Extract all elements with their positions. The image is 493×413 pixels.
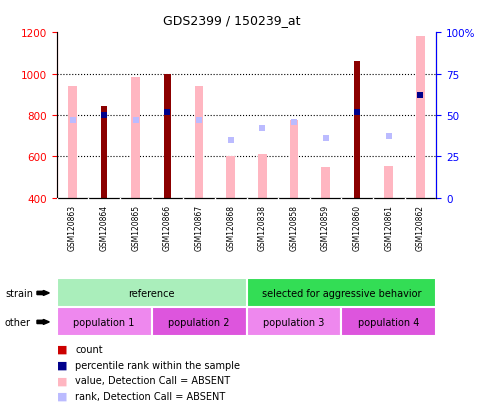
Text: value, Detection Call = ABSENT: value, Detection Call = ABSENT — [75, 375, 231, 385]
Text: reference: reference — [128, 288, 175, 298]
Bar — [68, 87, 77, 198]
Text: population 4: population 4 — [358, 317, 420, 327]
Bar — [354, 62, 360, 198]
Text: population 1: population 1 — [73, 317, 135, 327]
Text: GSM120838: GSM120838 — [258, 205, 267, 251]
Bar — [246, 308, 341, 337]
Text: population 3: population 3 — [263, 317, 324, 327]
Text: GSM120864: GSM120864 — [100, 205, 108, 251]
Text: strain: strain — [5, 288, 33, 298]
Text: GSM120866: GSM120866 — [163, 205, 172, 251]
Text: GSM120867: GSM120867 — [195, 205, 204, 251]
Bar — [258, 155, 267, 198]
Bar — [226, 157, 235, 198]
Text: other: other — [5, 317, 31, 327]
Bar — [385, 166, 393, 198]
Text: ■: ■ — [57, 360, 67, 370]
Text: population 2: population 2 — [168, 317, 230, 327]
Text: GSM120868: GSM120868 — [226, 205, 235, 251]
Bar — [131, 78, 140, 198]
Text: GSM120859: GSM120859 — [321, 205, 330, 251]
Text: GDS2399 / 150239_at: GDS2399 / 150239_at — [163, 14, 300, 27]
Bar — [57, 279, 246, 308]
Bar — [416, 37, 425, 198]
Bar — [57, 308, 152, 337]
Text: GSM120862: GSM120862 — [416, 205, 425, 251]
Text: GSM120860: GSM120860 — [352, 205, 362, 251]
Text: rank, Detection Call = ABSENT: rank, Detection Call = ABSENT — [75, 391, 226, 401]
Bar — [246, 279, 436, 308]
Bar — [101, 106, 107, 198]
Text: GSM120863: GSM120863 — [68, 205, 77, 251]
Bar — [289, 121, 298, 198]
Text: ■: ■ — [57, 344, 67, 354]
Bar — [341, 308, 436, 337]
Text: selected for aggressive behavior: selected for aggressive behavior — [262, 288, 421, 298]
Text: percentile rank within the sample: percentile rank within the sample — [75, 360, 241, 370]
Text: GSM120865: GSM120865 — [131, 205, 141, 251]
Text: ■: ■ — [57, 391, 67, 401]
Text: ■: ■ — [57, 375, 67, 385]
Bar — [195, 87, 204, 198]
Text: GSM120861: GSM120861 — [385, 205, 393, 251]
Bar — [164, 74, 171, 198]
Text: count: count — [75, 344, 103, 354]
Bar — [152, 308, 246, 337]
Text: GSM120858: GSM120858 — [289, 205, 298, 251]
Bar — [321, 167, 330, 198]
